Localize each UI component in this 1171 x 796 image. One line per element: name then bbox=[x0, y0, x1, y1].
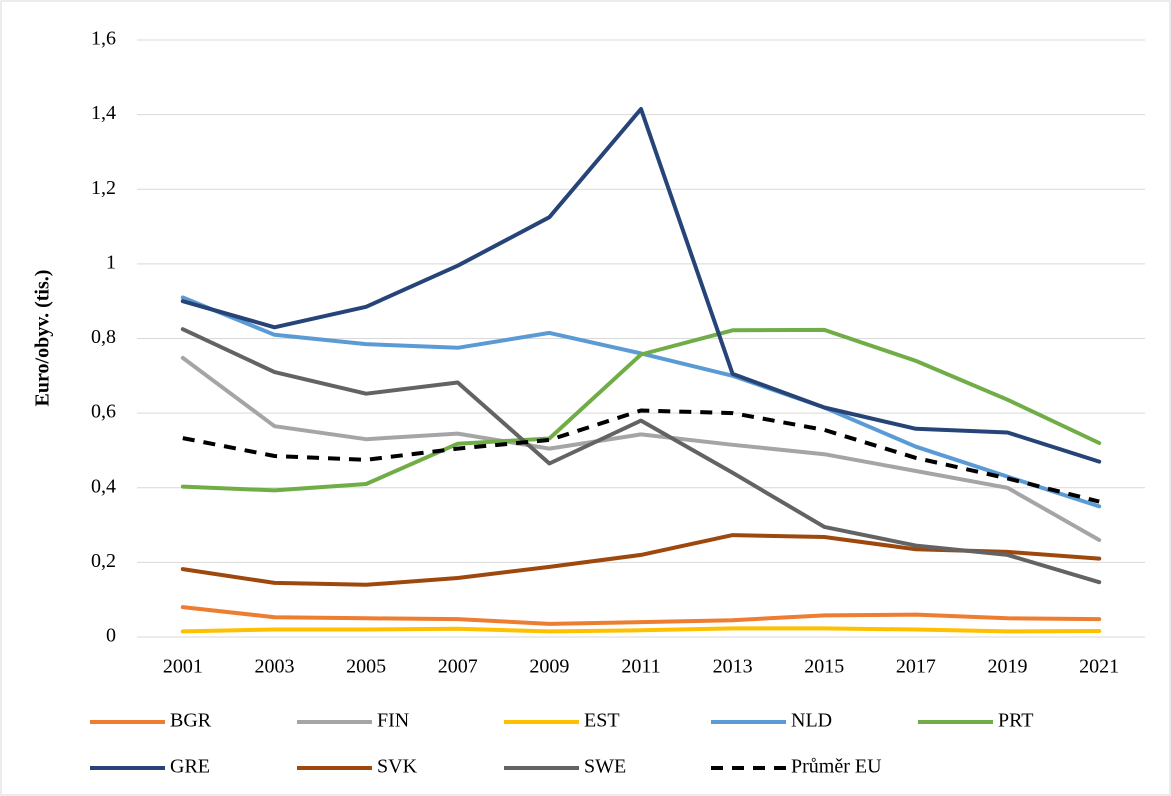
x-tick-label: 2011 bbox=[621, 656, 660, 678]
legend-label: NLD bbox=[791, 710, 832, 732]
line-series bbox=[182, 408, 1100, 504]
legend-label: SWE bbox=[584, 756, 626, 778]
line-series bbox=[180, 327, 1102, 585]
y-tick-label: 0,2 bbox=[91, 550, 116, 572]
legend-label: EST bbox=[584, 710, 620, 732]
x-tick-label: 2013 bbox=[713, 656, 753, 678]
y-tick-label: 1,4 bbox=[91, 102, 116, 124]
x-tick-label: 2017 bbox=[896, 656, 936, 678]
line-series bbox=[180, 605, 1102, 626]
y-tick-label: 0,8 bbox=[91, 326, 116, 348]
line-series bbox=[180, 626, 1102, 634]
x-tick-label: 2007 bbox=[438, 656, 478, 678]
y-tick-label: 1 bbox=[106, 251, 116, 273]
y-tick-label: 1,2 bbox=[91, 177, 116, 199]
line-series bbox=[180, 327, 1102, 493]
y-axis-label: Euro/obyv. (tis.) bbox=[32, 270, 54, 407]
y-tick-label: 0,6 bbox=[91, 401, 116, 423]
x-tick-label: 2019 bbox=[988, 656, 1028, 678]
legend-label: PRT bbox=[998, 710, 1033, 732]
y-tick-label: 0,4 bbox=[91, 475, 116, 497]
x-tick-label: 2001 bbox=[163, 656, 203, 678]
y-tick-label: 1,6 bbox=[91, 28, 116, 50]
x-tick-label: 2021 bbox=[1079, 656, 1119, 678]
legend-label: BGR bbox=[170, 710, 212, 732]
legend-label: GRE bbox=[170, 756, 210, 778]
x-tick-label: 2003 bbox=[254, 656, 294, 678]
line-series bbox=[180, 107, 1102, 464]
legend-label: FIN bbox=[377, 710, 409, 732]
x-tick-label: 2015 bbox=[804, 656, 844, 678]
legend-label: SVK bbox=[377, 756, 418, 778]
x-tick-label: 2009 bbox=[529, 656, 569, 678]
x-tick-label: 2005 bbox=[346, 656, 386, 678]
legend-label: Průměr EU bbox=[791, 756, 882, 778]
line-series bbox=[180, 355, 1102, 542]
y-tick-label: 0 bbox=[106, 625, 116, 647]
